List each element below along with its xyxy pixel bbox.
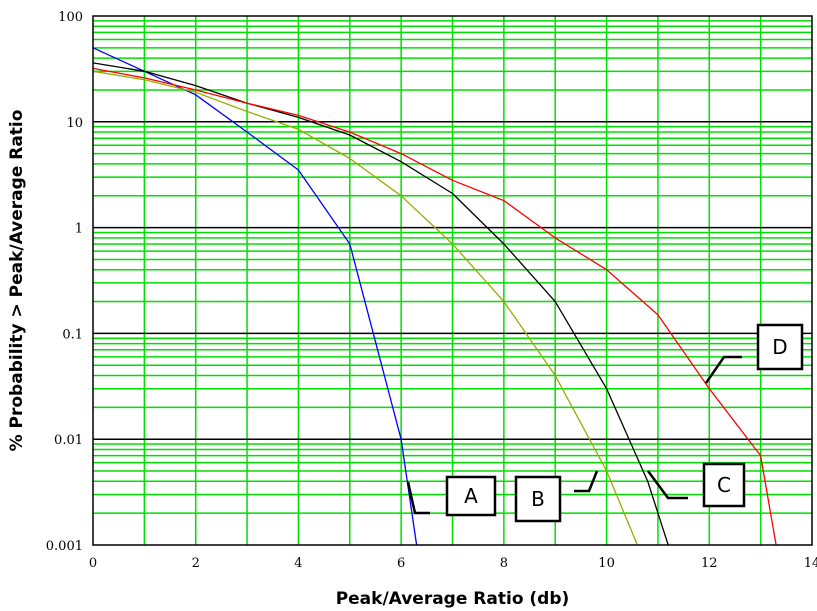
callout-layer: A B C D — [406, 323, 804, 523]
x-tick-label: 0 — [89, 556, 97, 571]
x-tick-label: 2 — [192, 556, 200, 571]
series-label: D — [772, 335, 787, 359]
y-tick-label: 1 — [75, 222, 83, 237]
y-axis-label: % Probability > Peak/Average Ratio — [7, 110, 27, 452]
y-tick-label: 0.01 — [54, 433, 83, 448]
series-line-d — [92, 67, 777, 546]
y-tick-label: 10 — [66, 116, 83, 131]
callout-leader-line — [574, 470, 599, 493]
x-tick-label: 14 — [804, 556, 817, 571]
callout-b: B — [514, 470, 599, 523]
series-line-b — [92, 70, 639, 546]
series-line-a — [92, 47, 418, 546]
callout-leader-line — [646, 470, 688, 500]
x-tick-label: 8 — [500, 556, 508, 571]
x-tick-label: 12 — [701, 556, 718, 571]
major-grid — [93, 121, 812, 440]
callout-c: C — [646, 462, 746, 508]
x-tick-label: 6 — [397, 556, 405, 571]
y-tick-label: 100 — [58, 10, 83, 25]
series-label: B — [531, 487, 545, 511]
x-tick-labels: 0 2 4 6 8 10 12 14 — [89, 556, 817, 571]
callout-leader-line — [406, 481, 430, 515]
series-line-c — [92, 62, 669, 546]
x-tick-label: 4 — [294, 556, 302, 571]
y-tick-label: 0.001 — [46, 539, 83, 554]
plot-frame — [92, 15, 813, 546]
x-tick-label: 10 — [598, 556, 615, 571]
y-tick-labels: 0.001 0.01 0.1 1 10 100 — [46, 10, 83, 554]
x-axis-label: Peak/Average Ratio (db) — [336, 589, 570, 609]
callout-box — [756, 323, 804, 371]
callout-box — [514, 475, 562, 523]
series-label: C — [717, 473, 731, 497]
minor-grid — [93, 16, 812, 545]
callout-box — [445, 475, 497, 517]
series-label: A — [464, 484, 478, 508]
series-layer — [92, 47, 777, 546]
y-tick-label: 0.1 — [62, 327, 83, 342]
callout-leader-line — [704, 355, 742, 384]
callout-d: D — [704, 323, 804, 384]
callout-box — [702, 462, 746, 508]
callout-a: A — [406, 475, 497, 517]
